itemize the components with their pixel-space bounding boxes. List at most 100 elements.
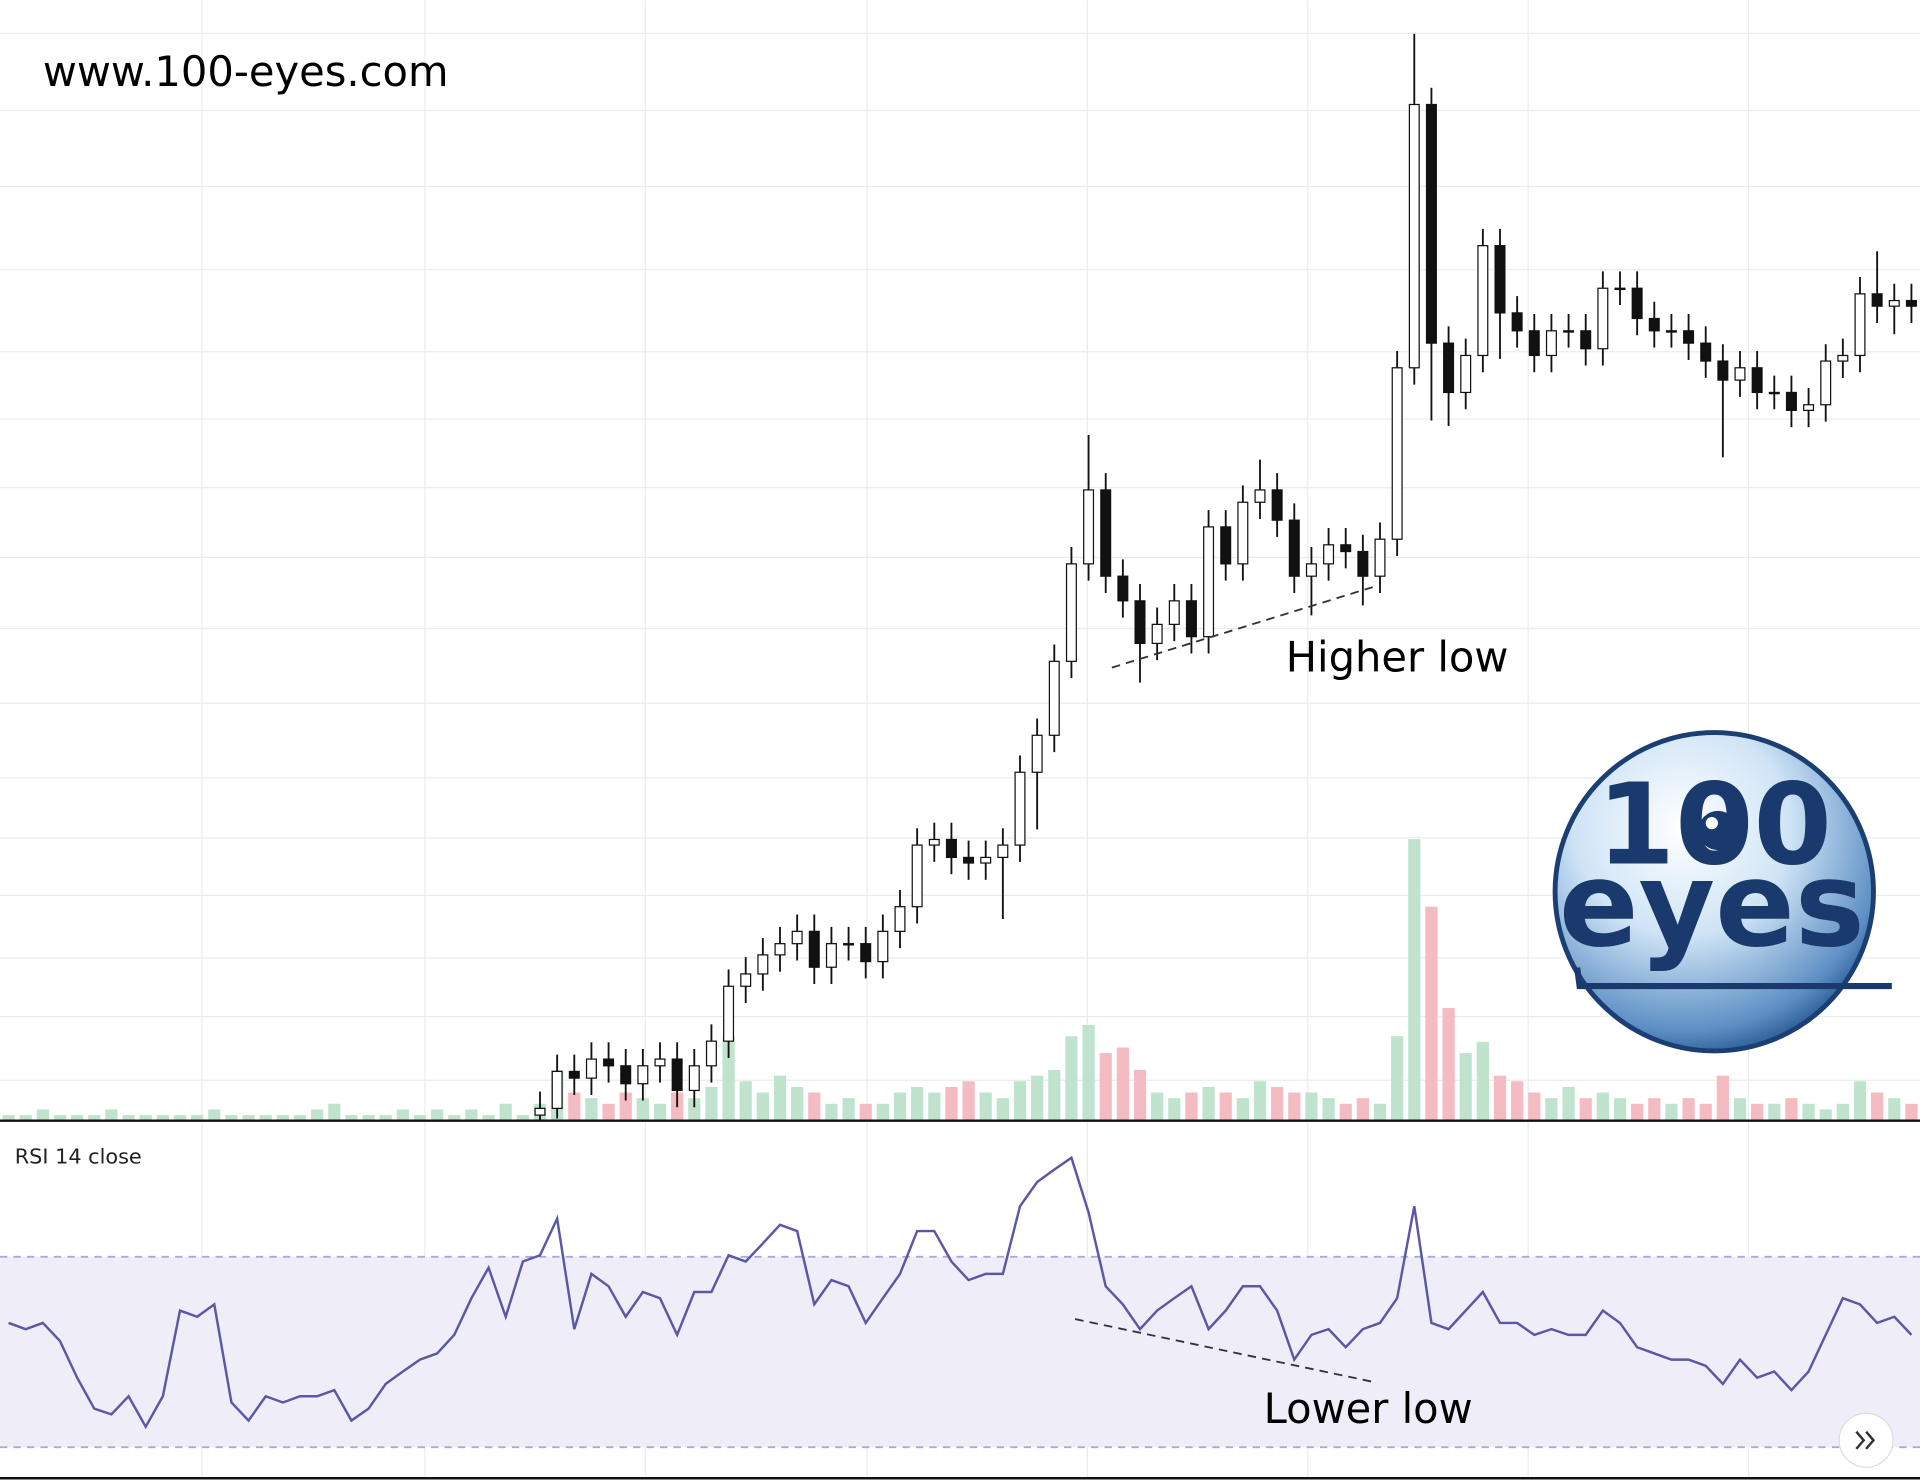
volume-bar bbox=[242, 1115, 255, 1121]
candle-body bbox=[534, 1107, 546, 1116]
volume-bar bbox=[928, 1092, 941, 1121]
volume-bar bbox=[1356, 1098, 1369, 1121]
candle-body bbox=[774, 943, 786, 956]
candle-body bbox=[1100, 489, 1112, 577]
volume-bar bbox=[602, 1103, 615, 1121]
volume-bar bbox=[88, 1115, 101, 1121]
candle-body bbox=[1323, 544, 1335, 565]
logo: 100 eyes bbox=[1552, 730, 1892, 1054]
volume-bar bbox=[585, 1098, 598, 1121]
candle-body bbox=[1717, 360, 1729, 381]
candle-body bbox=[1031, 734, 1043, 773]
candle-body bbox=[1168, 600, 1180, 625]
candle-body bbox=[757, 954, 769, 975]
volume-bar bbox=[1511, 1081, 1524, 1121]
volume-bar bbox=[293, 1115, 307, 1121]
volume-bar bbox=[413, 1115, 427, 1121]
volume-bar bbox=[465, 1109, 478, 1121]
volume-bar bbox=[1048, 1070, 1061, 1121]
candle-body bbox=[1614, 287, 1626, 291]
volume-bar bbox=[1408, 839, 1421, 1121]
indicator-title: RSI 14 close bbox=[15, 1145, 142, 1169]
rsi-band bbox=[0, 1256, 1920, 1448]
volume-bar bbox=[1168, 1098, 1181, 1121]
volume-bar bbox=[1648, 1098, 1661, 1121]
candle-body bbox=[1648, 317, 1660, 332]
candle-body bbox=[637, 1065, 649, 1085]
volume-bar bbox=[1151, 1092, 1164, 1121]
volume-bar bbox=[396, 1109, 409, 1121]
candle-body bbox=[568, 1070, 580, 1079]
volume-bar bbox=[1836, 1103, 1849, 1121]
volume-bar bbox=[379, 1115, 392, 1121]
volume-bar bbox=[1305, 1092, 1318, 1121]
volume-bar bbox=[2, 1115, 15, 1121]
volume-bar bbox=[448, 1115, 461, 1121]
volume-bar bbox=[1716, 1075, 1729, 1121]
volume-bar bbox=[1459, 1053, 1472, 1121]
candle-body bbox=[1460, 354, 1472, 394]
candle-body bbox=[1820, 360, 1832, 406]
volume-bar bbox=[173, 1115, 187, 1121]
candle-body bbox=[1220, 526, 1232, 565]
volume-bar bbox=[362, 1115, 375, 1121]
volume-bar bbox=[1425, 906, 1438, 1121]
volume-bar bbox=[1853, 1081, 1867, 1121]
candle-body bbox=[945, 838, 957, 859]
scroll-button[interactable] bbox=[1838, 1412, 1894, 1468]
volume-bar bbox=[1785, 1098, 1798, 1121]
volume-bar bbox=[1373, 1103, 1387, 1121]
volume-bar bbox=[1871, 1092, 1884, 1121]
candle-body bbox=[620, 1065, 632, 1085]
candle-body bbox=[1631, 287, 1643, 320]
volume-bar bbox=[36, 1109, 49, 1121]
volume-bar bbox=[225, 1115, 238, 1121]
candle-body bbox=[1683, 330, 1695, 344]
volume-bar bbox=[1493, 1075, 1507, 1121]
candle-body bbox=[1700, 342, 1712, 362]
candle-body bbox=[603, 1058, 615, 1067]
candle-body bbox=[1237, 501, 1249, 565]
candle-body bbox=[1305, 563, 1317, 577]
rsi-line bbox=[8, 1155, 1913, 1430]
candle-body bbox=[1083, 489, 1095, 565]
candle-body bbox=[894, 906, 906, 932]
volume-bar bbox=[71, 1115, 84, 1121]
candle-body bbox=[877, 930, 889, 963]
candle-body bbox=[1871, 293, 1883, 307]
volume-bar bbox=[139, 1115, 152, 1121]
candle-body bbox=[671, 1058, 683, 1092]
volume-bar bbox=[276, 1115, 289, 1121]
candle-body bbox=[1905, 299, 1917, 307]
volume-bar bbox=[1631, 1103, 1644, 1121]
volume-bar bbox=[1562, 1086, 1575, 1121]
candle-body bbox=[1803, 404, 1815, 411]
volume-bar bbox=[842, 1098, 855, 1121]
candle-body bbox=[1185, 600, 1197, 638]
candle-body bbox=[1751, 367, 1763, 394]
candle-body bbox=[1837, 354, 1849, 362]
candles bbox=[534, 33, 1917, 1121]
volume-bar bbox=[1202, 1086, 1215, 1121]
candle-body bbox=[1768, 391, 1780, 395]
volume-bar bbox=[636, 1098, 649, 1121]
annotation: Lower low bbox=[1264, 1384, 1473, 1433]
candle-body bbox=[860, 943, 872, 963]
volume-bar bbox=[911, 1086, 924, 1121]
volume-bar bbox=[859, 1103, 872, 1121]
candle-body bbox=[1048, 660, 1060, 736]
candle-body bbox=[1374, 538, 1386, 577]
volume-bar bbox=[1236, 1098, 1249, 1121]
volume-bar bbox=[19, 1115, 32, 1121]
volume-bar bbox=[1288, 1092, 1301, 1121]
volume-bar bbox=[482, 1115, 495, 1121]
volume-bar bbox=[619, 1092, 632, 1121]
volume-bar bbox=[1253, 1081, 1267, 1121]
candle-body bbox=[928, 838, 940, 846]
volume-bar bbox=[1613, 1098, 1627, 1121]
candle-body bbox=[980, 856, 992, 864]
volume-bar bbox=[1442, 1008, 1455, 1121]
volume-bar bbox=[1751, 1103, 1764, 1121]
watermark: www.100-eyes.com bbox=[43, 47, 449, 96]
